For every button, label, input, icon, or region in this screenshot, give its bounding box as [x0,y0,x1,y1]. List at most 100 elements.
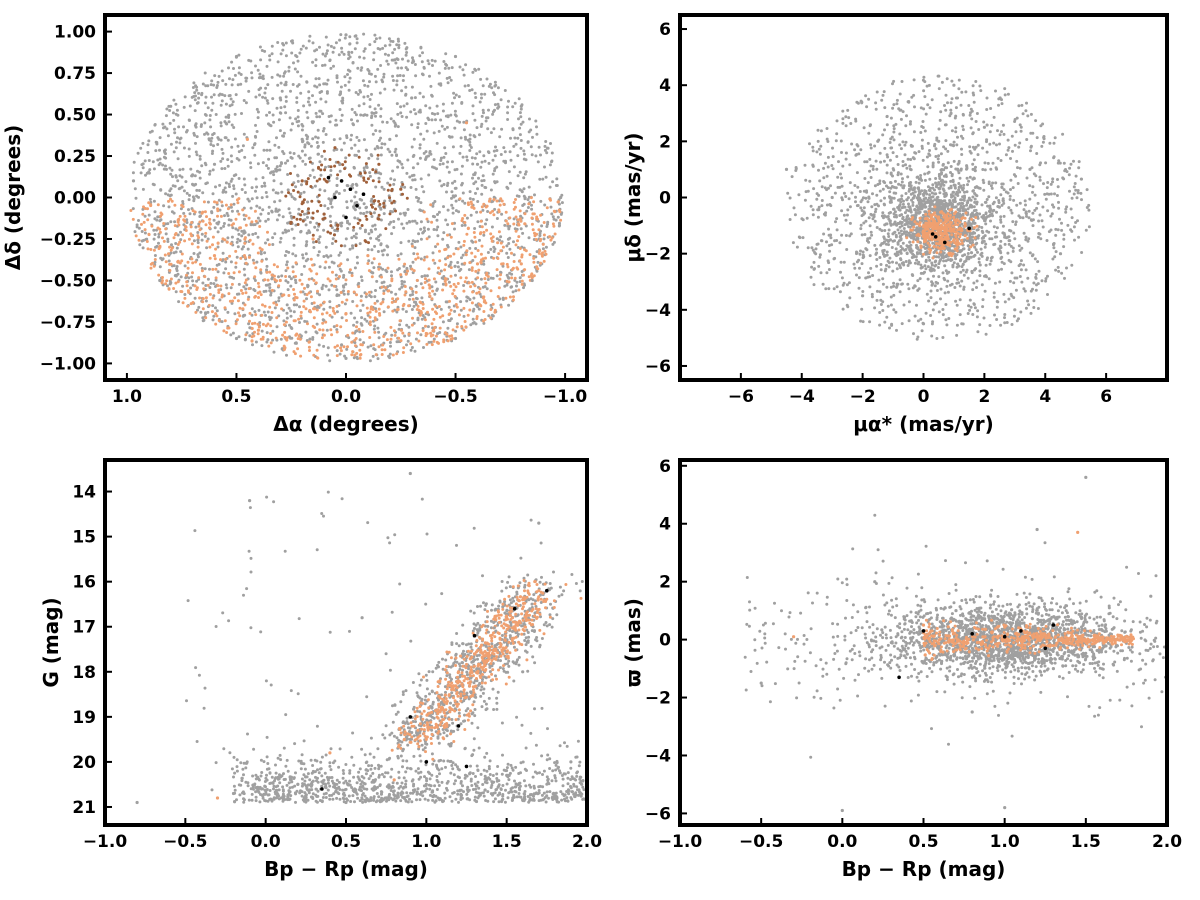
texture-point [230,275,234,279]
texture-point [413,219,417,223]
texture-point [178,168,182,172]
texture-point [460,325,464,328]
texture-point [423,274,427,278]
texture-point [216,222,220,226]
texture-point [413,96,417,100]
texture-point [907,300,911,304]
texture-point [220,93,224,97]
texture-point [249,223,253,227]
texture-point [975,112,979,115]
texture-point [480,179,484,183]
texture-point [144,173,147,177]
texture-point [198,157,202,161]
texture-point [311,336,315,339]
texture-point [1070,196,1074,200]
texture-point [1002,188,1006,192]
texture-point [486,210,490,213]
texture-point [170,243,173,247]
texture-point [862,206,866,210]
texture-point [885,115,889,119]
texture-point [530,203,533,207]
texture-point [492,127,496,131]
texture-point [831,146,834,150]
texture-point [172,211,176,215]
texture-point [856,101,860,105]
texture-point [400,222,404,226]
texture-point [1045,186,1049,190]
texture-point [492,250,496,253]
data-point [339,179,344,183]
texture-point [165,127,169,131]
texture-point [340,148,344,152]
texture-point [524,170,528,174]
texture-point [1068,189,1071,193]
texture-point [1074,221,1078,224]
data-point [361,192,366,196]
texture-point [160,281,164,285]
texture-point [248,311,252,315]
texture-point [358,197,362,201]
texture-point [395,340,399,344]
texture-point [409,264,412,268]
texture-point [970,269,974,273]
texture-point [250,313,254,317]
texture-point [549,205,553,209]
texture-point [410,267,414,271]
texture-point [401,79,405,82]
texture-point [449,266,453,270]
texture-point [318,177,322,181]
texture-point [437,129,441,133]
texture-point [180,185,184,189]
texture-point [292,215,296,219]
texture-point [370,154,374,158]
texture-point [267,344,271,348]
texture-point [415,278,419,282]
texture-point [479,303,482,307]
texture-point [230,103,234,107]
texture-point [423,277,427,281]
texture-point [422,226,426,230]
texture-point [331,306,335,310]
texture-point [358,226,362,230]
texture-point [445,125,449,129]
texture-point [979,247,983,251]
texture-point [868,124,872,128]
texture-point [480,160,484,164]
texture-point [534,238,538,241]
texture-point [978,212,982,216]
texture-point [156,158,160,162]
data-point [289,220,293,224]
texture-point [354,232,358,236]
texture-point [152,228,156,232]
data-point [212,254,217,258]
texture-point [200,211,204,215]
texture-point [493,207,497,211]
texture-point [508,224,512,228]
texture-point [1046,274,1049,278]
texture-point [969,305,973,309]
texture-point [165,107,169,111]
texture-point [232,202,236,206]
texture-point [273,143,277,147]
texture-point [172,264,176,268]
texture-point [365,306,369,310]
texture-point [975,315,979,319]
texture-point [201,82,205,86]
texture-point [410,61,414,65]
texture-point [891,82,894,86]
texture-point [296,190,300,194]
texture-point [539,237,543,241]
texture-point [345,200,349,204]
texture-point [157,235,161,239]
texture-point [936,266,940,269]
texture-point [334,190,338,194]
texture-point [995,318,999,321]
texture-point [190,174,194,178]
texture-point [957,182,961,185]
texture-point [858,190,862,193]
texture-point [266,166,270,170]
texture-point [464,276,468,280]
texture-point [374,37,378,41]
texture-point [403,270,407,274]
texture-point [523,212,527,216]
